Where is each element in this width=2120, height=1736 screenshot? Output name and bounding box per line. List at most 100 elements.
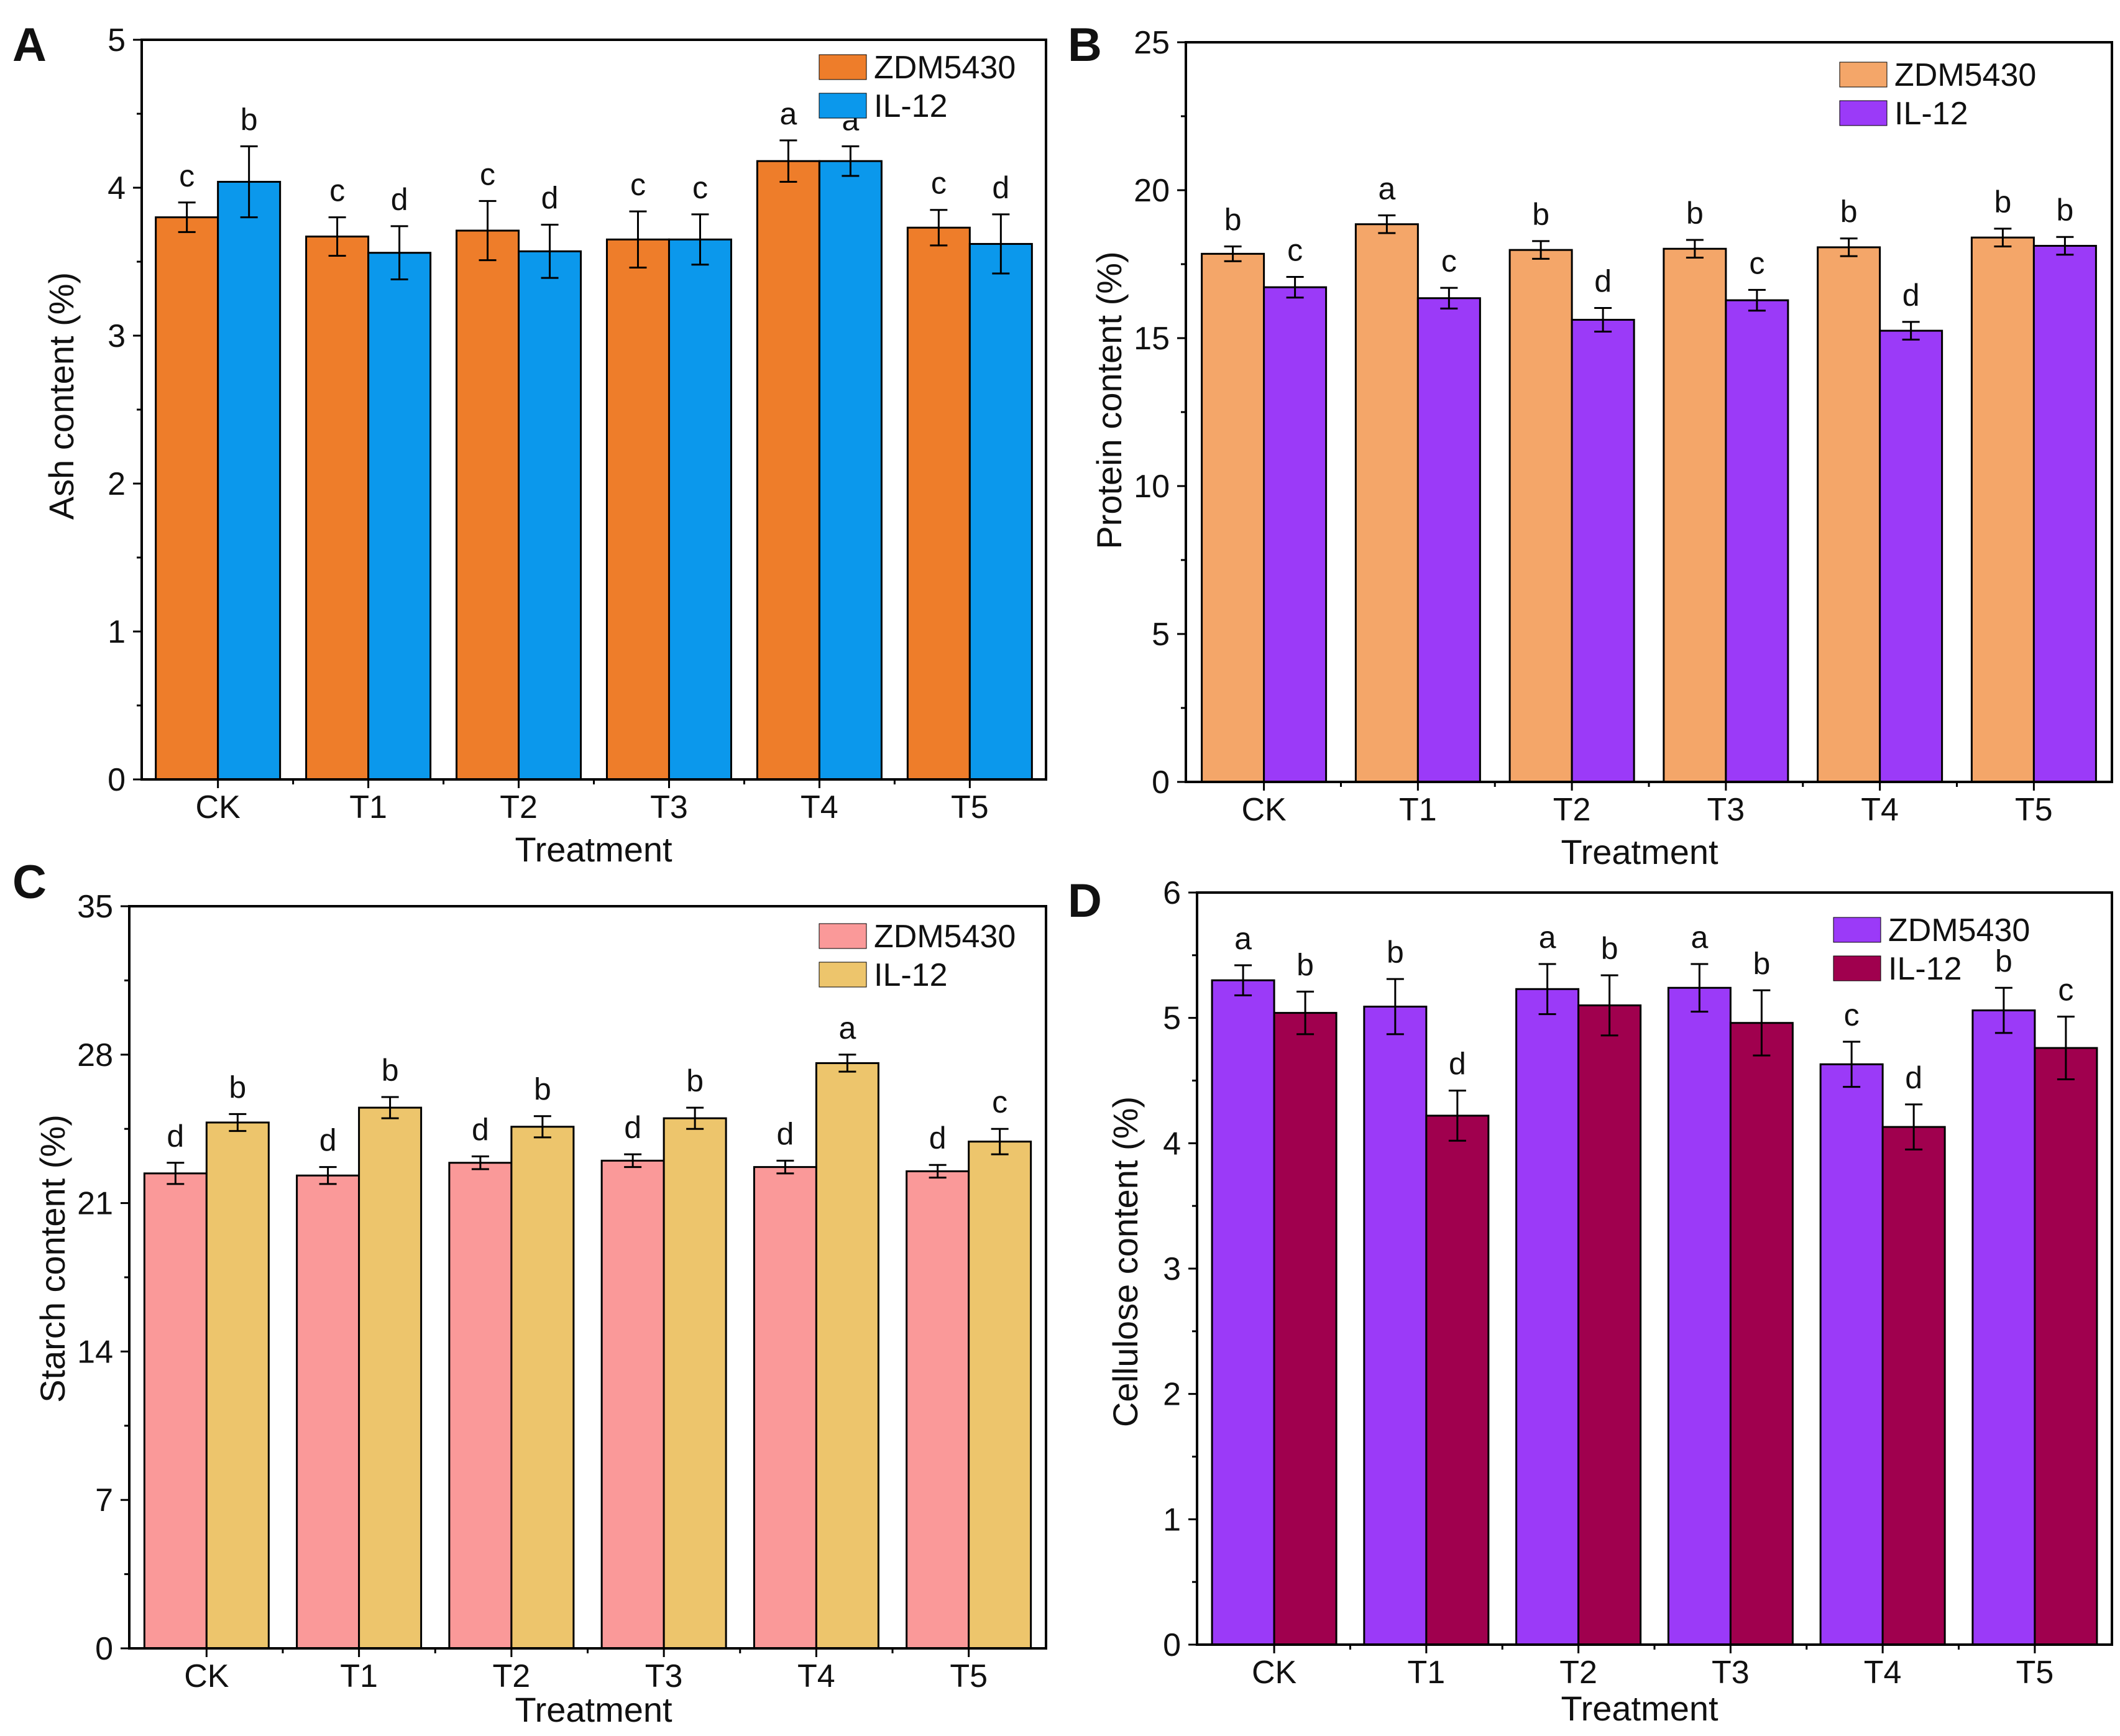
significance-letter: c <box>1844 998 1860 1032</box>
significance-letter: c <box>992 1085 1007 1119</box>
x-tick-label: T5 <box>951 789 989 825</box>
significance-letter: b <box>1686 196 1704 231</box>
x-tick-label: T2 <box>500 789 538 825</box>
y-tick-label: 0 <box>1152 765 1170 801</box>
x-tick-label: CK <box>1241 792 1287 828</box>
legend-label-zdm5430: ZDM5430 <box>874 50 1016 86</box>
plot-frame <box>140 39 1047 781</box>
x-tick-label: T3 <box>1712 1655 1750 1691</box>
y-tick-label: 6 <box>1163 875 1181 911</box>
bar <box>2032 244 2097 783</box>
x-tick-label: T1 <box>1399 792 1437 828</box>
significance-letter: d <box>167 1119 184 1154</box>
y-tick-label: 7 <box>95 1482 113 1518</box>
y-tick-label: 3 <box>1163 1251 1181 1287</box>
significance-letter: b <box>1532 197 1549 232</box>
significance-letter: b <box>1753 946 1770 981</box>
y-tick-label: 4 <box>108 170 126 206</box>
legend-swatch-il-12 <box>1839 100 1888 126</box>
legend-label-il-12: IL-12 <box>874 88 948 124</box>
bar <box>1354 223 1419 783</box>
x-tick-label: T1 <box>1408 1655 1446 1691</box>
bar <box>668 238 732 781</box>
bar <box>456 229 520 781</box>
significance-letter: b <box>241 102 258 137</box>
panel-letter: B <box>1068 19 1102 71</box>
significance-letter: b <box>686 1063 704 1098</box>
x-tick-label: T3 <box>650 789 688 825</box>
x-axis-title: Treatment <box>1561 1689 1718 1728</box>
significance-letter: c <box>480 157 495 191</box>
x-tick-label: T2 <box>1553 792 1591 828</box>
legend: ZDM5430 IL-12 <box>1839 57 2036 132</box>
legend-swatch-il-12 <box>1833 955 1881 981</box>
y-tick-label: 0 <box>108 762 126 798</box>
significance-letter: d <box>1905 1060 1922 1095</box>
panel-letter: D <box>1068 875 1102 927</box>
x-tick-label: T5 <box>2015 792 2053 828</box>
bar <box>906 226 971 781</box>
x-axis-title: Treatment <box>1561 832 1718 871</box>
panel-letter: C <box>12 856 47 909</box>
bar <box>605 238 670 781</box>
significance-letter: b <box>229 1070 246 1105</box>
legend-swatch-zdm5430 <box>1833 917 1881 943</box>
bar <box>217 180 282 781</box>
significance-letter: b <box>2056 193 2073 227</box>
bar <box>1263 286 1328 783</box>
y-tick-label: 2 <box>1163 1377 1181 1413</box>
significance-letter: b <box>382 1053 399 1088</box>
legend-swatch-zdm5430 <box>1839 62 1888 88</box>
significance-letter: c <box>2058 973 2073 1008</box>
bar <box>968 242 1033 781</box>
bar <box>1971 1009 2036 1646</box>
panel-a: A Ash content (%) Treatment c b CK c d T1 c d T2… <box>12 19 1047 869</box>
legend-label-zdm5430: ZDM5430 <box>874 919 1016 955</box>
y-tick-label: 15 <box>1134 321 1170 357</box>
significance-letter: d <box>1449 1047 1466 1082</box>
x-tick-label: CK <box>1252 1655 1297 1691</box>
panel-letter: A <box>12 19 47 71</box>
significance-letter: d <box>1594 264 1612 298</box>
bar <box>205 1121 270 1650</box>
significance-letter: b <box>1296 947 1314 982</box>
significance-letter: a <box>1691 920 1708 955</box>
y-tick-label: 14 <box>77 1334 113 1370</box>
significance-letter: c <box>931 166 947 201</box>
y-tick-label: 20 <box>1134 173 1170 209</box>
y-axis-title: Cellulose content (%) <box>1106 1096 1145 1427</box>
y-tick-label: 35 <box>77 889 113 925</box>
legend-label-zdm5430: ZDM5430 <box>1894 57 2036 93</box>
legend-swatch-il-12 <box>819 962 867 988</box>
significance-letter: b <box>1995 944 2012 978</box>
bar <box>906 1170 970 1650</box>
bar <box>1725 299 1789 783</box>
significance-letter: c <box>630 167 646 202</box>
x-tick-label: T5 <box>950 1658 988 1694</box>
bar <box>1425 1114 1490 1646</box>
bar <box>358 1106 423 1650</box>
bar <box>1577 1004 1642 1646</box>
bar <box>448 1162 513 1650</box>
plot-area: b c CK a c T1 b d T2 b c T3 b d T4 b b T5 0 5 10 15 20 25 <box>1134 25 2113 828</box>
significance-letter: d <box>541 181 559 216</box>
bar <box>753 1166 817 1650</box>
significance-letter: a <box>1234 921 1252 956</box>
y-tick-label: 10 <box>1134 469 1170 505</box>
y-tick-label: 0 <box>1163 1627 1181 1663</box>
bar <box>1879 329 1943 783</box>
significance-letter: b <box>1224 202 1242 237</box>
bar <box>663 1117 727 1650</box>
bar <box>1515 988 1580 1646</box>
x-tick-label: T5 <box>2016 1655 2054 1691</box>
x-tick-label: T1 <box>349 789 387 825</box>
bar <box>1273 1012 1338 1646</box>
x-tick-label: T1 <box>340 1658 378 1694</box>
y-tick-label: 2 <box>108 466 126 502</box>
x-tick-label: T4 <box>1864 1655 1902 1691</box>
significance-letter: d <box>776 1116 794 1151</box>
significance-letter: b <box>1840 195 1858 229</box>
x-tick-label: CK <box>196 789 241 825</box>
bar <box>1970 236 2035 783</box>
